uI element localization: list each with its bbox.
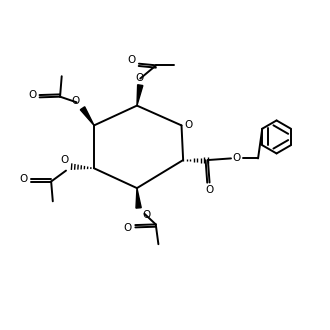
Polygon shape bbox=[80, 107, 94, 125]
Text: O: O bbox=[205, 185, 214, 195]
Text: O: O bbox=[233, 153, 241, 163]
Text: O: O bbox=[136, 73, 144, 83]
Text: O: O bbox=[128, 55, 136, 65]
Text: O: O bbox=[71, 96, 79, 106]
Polygon shape bbox=[137, 85, 143, 106]
Text: O: O bbox=[19, 174, 27, 184]
Text: O: O bbox=[143, 210, 151, 219]
Text: O: O bbox=[124, 223, 132, 233]
Polygon shape bbox=[136, 188, 141, 208]
Text: O: O bbox=[60, 155, 69, 165]
Text: O: O bbox=[28, 90, 36, 100]
Text: O: O bbox=[184, 120, 192, 130]
